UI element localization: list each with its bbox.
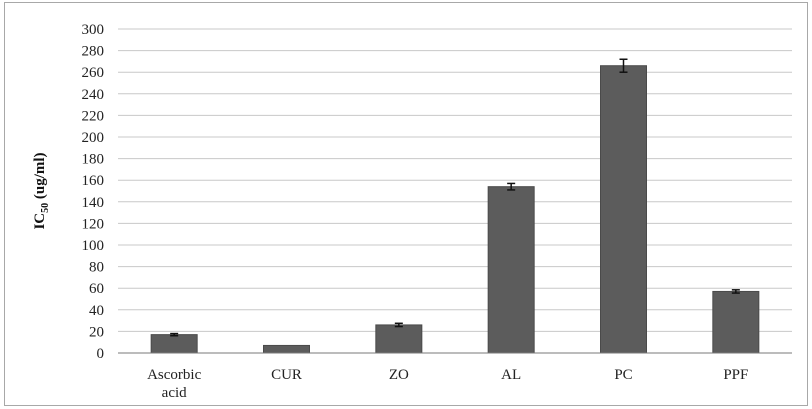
y-tick-label: 80 bbox=[89, 260, 104, 276]
y-tick-label: 60 bbox=[89, 281, 104, 297]
y-tick-label: 0 bbox=[97, 346, 105, 362]
y-tick-label: 200 bbox=[82, 130, 105, 146]
y-tick-label: 140 bbox=[82, 195, 105, 211]
y-tick-label: 260 bbox=[82, 65, 105, 81]
y-tick-label: 280 bbox=[82, 44, 105, 60]
x-axis-categories: Ascorbic acid CUR ZO AL PC PPF bbox=[147, 367, 748, 401]
y-tick-label: 120 bbox=[82, 216, 105, 232]
y-axis-title: IC50 (ug/ml) bbox=[32, 152, 51, 229]
x-category-label: PC bbox=[614, 367, 632, 383]
x-category-label: ZO bbox=[389, 367, 409, 383]
bar bbox=[150, 334, 198, 354]
y-axis-title-subscript: 50 bbox=[40, 203, 51, 213]
x-category-label: CUR bbox=[271, 367, 302, 383]
y-axis-title-main: IC bbox=[32, 213, 48, 230]
x-category-label: PPF bbox=[723, 367, 748, 383]
bar bbox=[487, 186, 535, 354]
bars bbox=[150, 58, 760, 354]
y-tick-label: 300 bbox=[82, 22, 105, 38]
bar bbox=[375, 324, 423, 354]
bar bbox=[600, 65, 647, 354]
x-category-label: AL bbox=[501, 367, 521, 383]
y-axis-title-unit: (ug/ml) bbox=[32, 152, 48, 202]
y-tick-label: 180 bbox=[82, 152, 105, 168]
bar bbox=[263, 344, 310, 354]
y-tick-label: 40 bbox=[89, 303, 104, 319]
bar bbox=[712, 290, 760, 354]
y-tick-label: 100 bbox=[82, 238, 105, 254]
gridlines bbox=[118, 28, 792, 332]
y-tick-label: 220 bbox=[82, 108, 105, 124]
y-tick-label: 160 bbox=[82, 173, 105, 189]
y-axis-ticks: 0 20 40 60 80 100 120 140 160 180 200 220 240 260 280 3… bbox=[82, 22, 105, 362]
y-tick-label: 240 bbox=[82, 87, 105, 103]
x-category-label: Ascorbic acid bbox=[147, 367, 201, 401]
y-tick-label: 20 bbox=[89, 324, 104, 340]
